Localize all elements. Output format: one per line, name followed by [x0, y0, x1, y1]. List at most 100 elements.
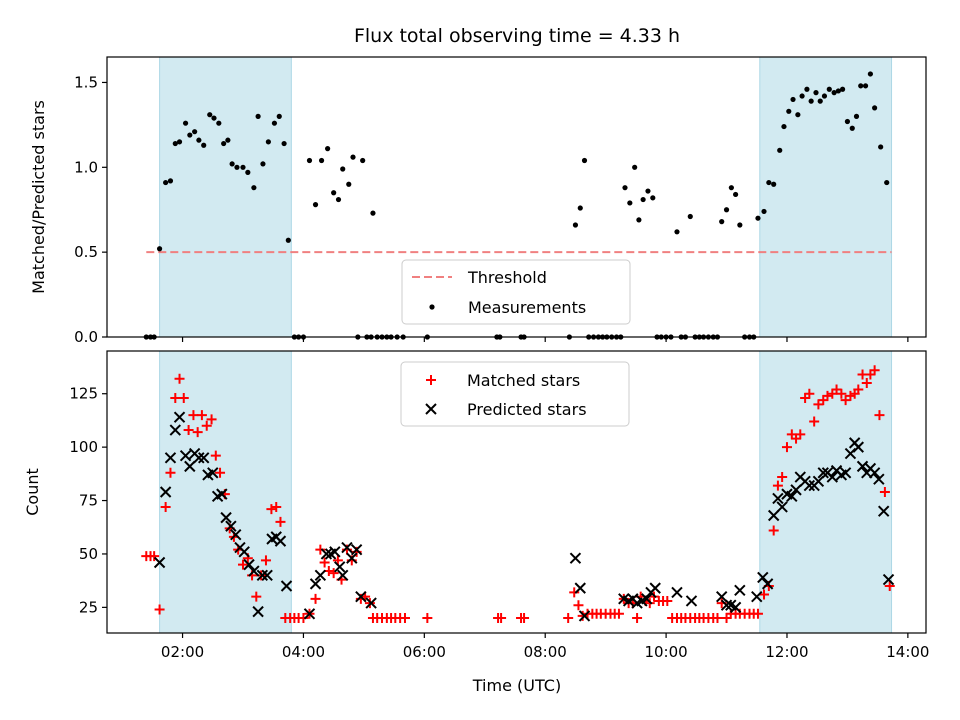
predicted-point-37 — [346, 552, 358, 564]
predicted-point-5 — [179, 449, 192, 462]
matched-point-12 — [196, 410, 207, 421]
measurement-point-22 — [251, 185, 257, 191]
x-tick-label-3: 08:00 — [524, 643, 567, 661]
predicted-point-64 — [776, 501, 788, 513]
matched-point-104 — [752, 608, 763, 619]
predicted-point-58 — [734, 584, 746, 596]
legend-predicted-swatch — [425, 403, 437, 415]
x-tick-label-1: 04:00 — [282, 643, 325, 661]
matched-point-36 — [310, 593, 321, 604]
measurement-point-81 — [674, 229, 680, 235]
measurement-point-105 — [786, 108, 792, 114]
predicted-point-3 — [169, 424, 182, 436]
matched-point-9 — [183, 425, 194, 436]
predicted-point-63 — [772, 492, 784, 505]
predicted-point-38 — [350, 543, 363, 556]
predicted-point-66 — [786, 490, 798, 502]
matched-point-8 — [178, 393, 189, 403]
measurement-point-9 — [187, 132, 193, 138]
predicted-point-33 — [329, 546, 341, 558]
measurement-point-92 — [723, 207, 730, 213]
matched-point-28 — [271, 501, 282, 512]
matched-point-40 — [328, 568, 339, 579]
measurement-point-40 — [346, 181, 352, 187]
matched-point-16 — [215, 467, 226, 478]
matched-point-110 — [781, 442, 792, 453]
measurement-point-8 — [182, 120, 189, 126]
shaded-region-1 — [759, 350, 893, 634]
measurement-point-11 — [196, 137, 202, 143]
measurement-point-25 — [265, 139, 271, 145]
measurement-point-28 — [281, 140, 287, 147]
measurement-point-106 — [790, 96, 796, 103]
top-panel: 0.0 0.5 1.0 1.5 Threshold Measurements — [74, 56, 927, 346]
predicted-point-57 — [729, 601, 742, 614]
predicted-point-51 — [649, 582, 661, 594]
shaded-region-1 — [759, 56, 893, 338]
matched-point-11 — [192, 427, 203, 438]
y-tick-label-1: 50 — [79, 545, 98, 563]
measurement-point-35 — [318, 157, 325, 164]
measurement-point-39 — [340, 166, 346, 172]
measurement-point-110 — [808, 98, 814, 104]
measurement-point-114 — [826, 86, 832, 92]
x-axis-label: Time (UTC) — [472, 676, 561, 695]
measurement-point-37 — [331, 190, 337, 196]
matched-point-107 — [768, 525, 779, 536]
measurement-point-118 — [844, 118, 851, 125]
measurement-point-102 — [771, 181, 777, 187]
measurement-point-3 — [156, 246, 163, 252]
matched-point-4 — [160, 501, 171, 512]
predicted-point-1 — [159, 486, 172, 498]
bottom-panel: 25 50 75 100 125 02:00 04:00 06:00 08:00 10:00 12:… — [69, 350, 929, 661]
chart-title: Flux total observing time = 4.33 h — [354, 25, 680, 47]
shaded-region-0 — [159, 56, 292, 338]
matched-point-119 — [822, 390, 833, 401]
matched-point-113 — [795, 429, 806, 440]
predicted-point-31 — [320, 548, 333, 560]
measurement-point-109 — [804, 86, 810, 92]
predicted-point-67 — [790, 484, 802, 496]
measurement-point-27 — [276, 113, 282, 119]
predicted-point-86 — [873, 473, 885, 485]
matched-point-34 — [298, 613, 309, 624]
legend-box — [400, 361, 630, 427]
measurement-point-76 — [650, 195, 656, 201]
measurement-point-18 — [229, 161, 235, 167]
y-tick-label-3: 1.5 — [74, 73, 98, 91]
predicted-point-42 — [574, 582, 586, 594]
matched-point-13 — [201, 420, 212, 431]
predicted-point-18 — [238, 546, 250, 558]
matched-point-73 — [613, 608, 624, 619]
measurement-point-73 — [636, 217, 642, 223]
predicted-point-81 — [852, 441, 865, 453]
measurement-point-115 — [831, 90, 837, 96]
measurement-point-70 — [622, 185, 628, 191]
measurement-point-13 — [207, 112, 213, 118]
y-tick-label-2: 75 — [79, 492, 98, 510]
measurement-point-21 — [245, 169, 251, 175]
measurement-point-75 — [645, 188, 651, 194]
measurement-point-121 — [858, 83, 864, 89]
top-y-axis-label: Matched/Predicted stars — [29, 100, 48, 294]
measurement-point-93 — [728, 185, 734, 191]
matched-point-7 — [174, 373, 185, 384]
measurement-point-43 — [360, 157, 366, 164]
matched-point-65 — [577, 610, 588, 621]
measurement-point-46 — [370, 210, 376, 216]
matched-point-56 — [399, 613, 410, 624]
measurement-point-7 — [176, 139, 183, 145]
measurement-point-4 — [163, 179, 169, 186]
legend-threshold-label: Threshold — [467, 268, 547, 287]
predicted-point-27 — [280, 580, 293, 592]
predicted-point-62 — [767, 509, 780, 522]
predicted-point-0 — [153, 556, 166, 569]
measurement-point-38 — [335, 196, 342, 203]
legend-measurements-label: Measurements — [468, 298, 586, 317]
predicted-point-43 — [578, 610, 591, 622]
matched-point-63 — [569, 587, 580, 598]
measurement-point-94 — [733, 191, 739, 198]
matched-point-64 — [573, 600, 584, 611]
matched-point-109 — [777, 472, 788, 483]
matched-point-108 — [772, 480, 783, 491]
